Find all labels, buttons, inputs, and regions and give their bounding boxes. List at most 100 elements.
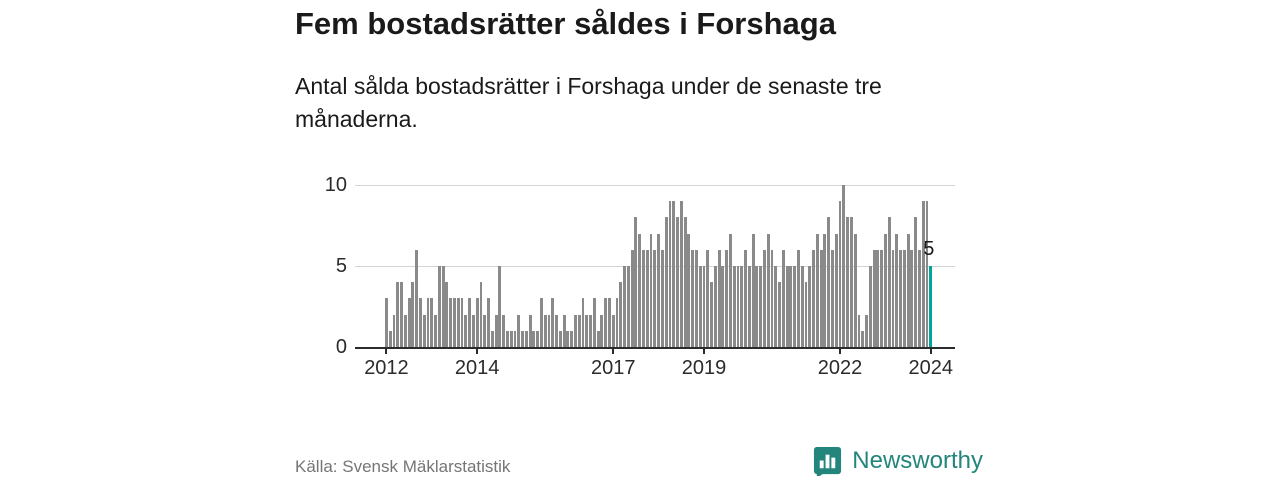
bar	[747, 266, 751, 347]
bar	[653, 249, 657, 347]
bar	[872, 249, 876, 347]
plot-area: 0 5 10 2012 2014 2017 2019 2022 2024 5	[325, 174, 955, 379]
bar	[880, 249, 884, 347]
bar	[645, 249, 649, 347]
bar	[895, 233, 899, 347]
bar	[819, 249, 823, 347]
bar	[604, 298, 608, 347]
bar	[914, 217, 918, 347]
bar	[921, 201, 925, 347]
bar	[868, 266, 872, 347]
brand-logo: Newsworthy	[812, 445, 983, 476]
bar	[426, 298, 430, 347]
bar	[441, 266, 445, 347]
bar	[732, 266, 736, 347]
x-axis-label: 2022	[817, 357, 863, 379]
bar	[585, 314, 589, 347]
bar	[751, 233, 755, 347]
bar	[906, 233, 910, 347]
x-axis-tick	[839, 348, 842, 354]
bar	[517, 314, 521, 347]
bar	[532, 330, 536, 347]
bar	[694, 249, 698, 347]
bar	[774, 266, 778, 347]
bar	[513, 330, 517, 347]
bar	[471, 314, 475, 347]
bar	[846, 217, 850, 347]
gridline	[355, 185, 955, 186]
bar	[562, 314, 566, 347]
bar	[679, 201, 683, 347]
bar	[668, 201, 672, 347]
x-axis-tick	[612, 348, 615, 354]
bar	[834, 233, 838, 347]
bar	[838, 201, 842, 347]
bar	[415, 249, 419, 347]
bar	[744, 249, 747, 347]
x-axis-label: 2014	[454, 357, 500, 379]
bar	[521, 330, 524, 347]
bar	[574, 314, 577, 347]
bar	[804, 282, 808, 347]
bar	[524, 330, 528, 347]
bar	[676, 217, 679, 347]
bar	[876, 249, 880, 347]
bar	[411, 282, 415, 347]
bar	[793, 266, 797, 347]
bar	[770, 249, 774, 347]
bar	[630, 249, 634, 347]
bar	[642, 249, 645, 347]
bar	[475, 298, 479, 347]
bar	[608, 298, 611, 347]
bar	[687, 233, 691, 347]
bar	[566, 330, 570, 347]
bar	[759, 266, 763, 347]
bar	[710, 282, 713, 347]
y-axis-label: 5	[335, 255, 347, 277]
bar	[596, 330, 600, 347]
bar	[815, 233, 819, 347]
bar	[539, 298, 543, 347]
bar	[453, 298, 456, 347]
page-subtitle: Antal sålda bostadsrätter i Forshaga und…	[295, 73, 882, 133]
bar	[883, 233, 887, 347]
bar	[702, 266, 706, 347]
bar	[664, 217, 668, 347]
bar	[581, 298, 585, 347]
x-axis-label: 2017	[591, 357, 636, 379]
bar	[755, 266, 759, 347]
bar	[910, 249, 914, 347]
bar	[857, 314, 861, 347]
bar	[623, 266, 627, 347]
bar	[725, 249, 729, 347]
bar	[505, 330, 509, 347]
x-axis-tick	[702, 348, 705, 354]
bar	[445, 282, 449, 347]
bar	[823, 233, 827, 347]
bar	[657, 233, 661, 347]
bar	[736, 266, 740, 347]
bar	[407, 298, 411, 347]
bar	[763, 249, 766, 347]
bar	[536, 330, 540, 347]
bar	[766, 233, 770, 347]
bar	[698, 266, 702, 347]
bar	[600, 314, 604, 347]
y-axis-label: 0	[335, 336, 347, 358]
bar	[853, 233, 857, 347]
bar	[683, 217, 687, 347]
bar	[403, 314, 407, 347]
bar	[917, 249, 921, 347]
x-axis-label: 2012	[364, 357, 409, 379]
bar	[460, 298, 464, 347]
bar	[498, 266, 502, 347]
bar	[626, 266, 630, 347]
bar	[781, 249, 785, 347]
bar	[887, 217, 891, 347]
bar	[634, 217, 638, 347]
bar	[778, 282, 781, 347]
bar	[388, 330, 392, 347]
y-axis-label: 10	[324, 174, 347, 196]
bar	[392, 314, 396, 347]
